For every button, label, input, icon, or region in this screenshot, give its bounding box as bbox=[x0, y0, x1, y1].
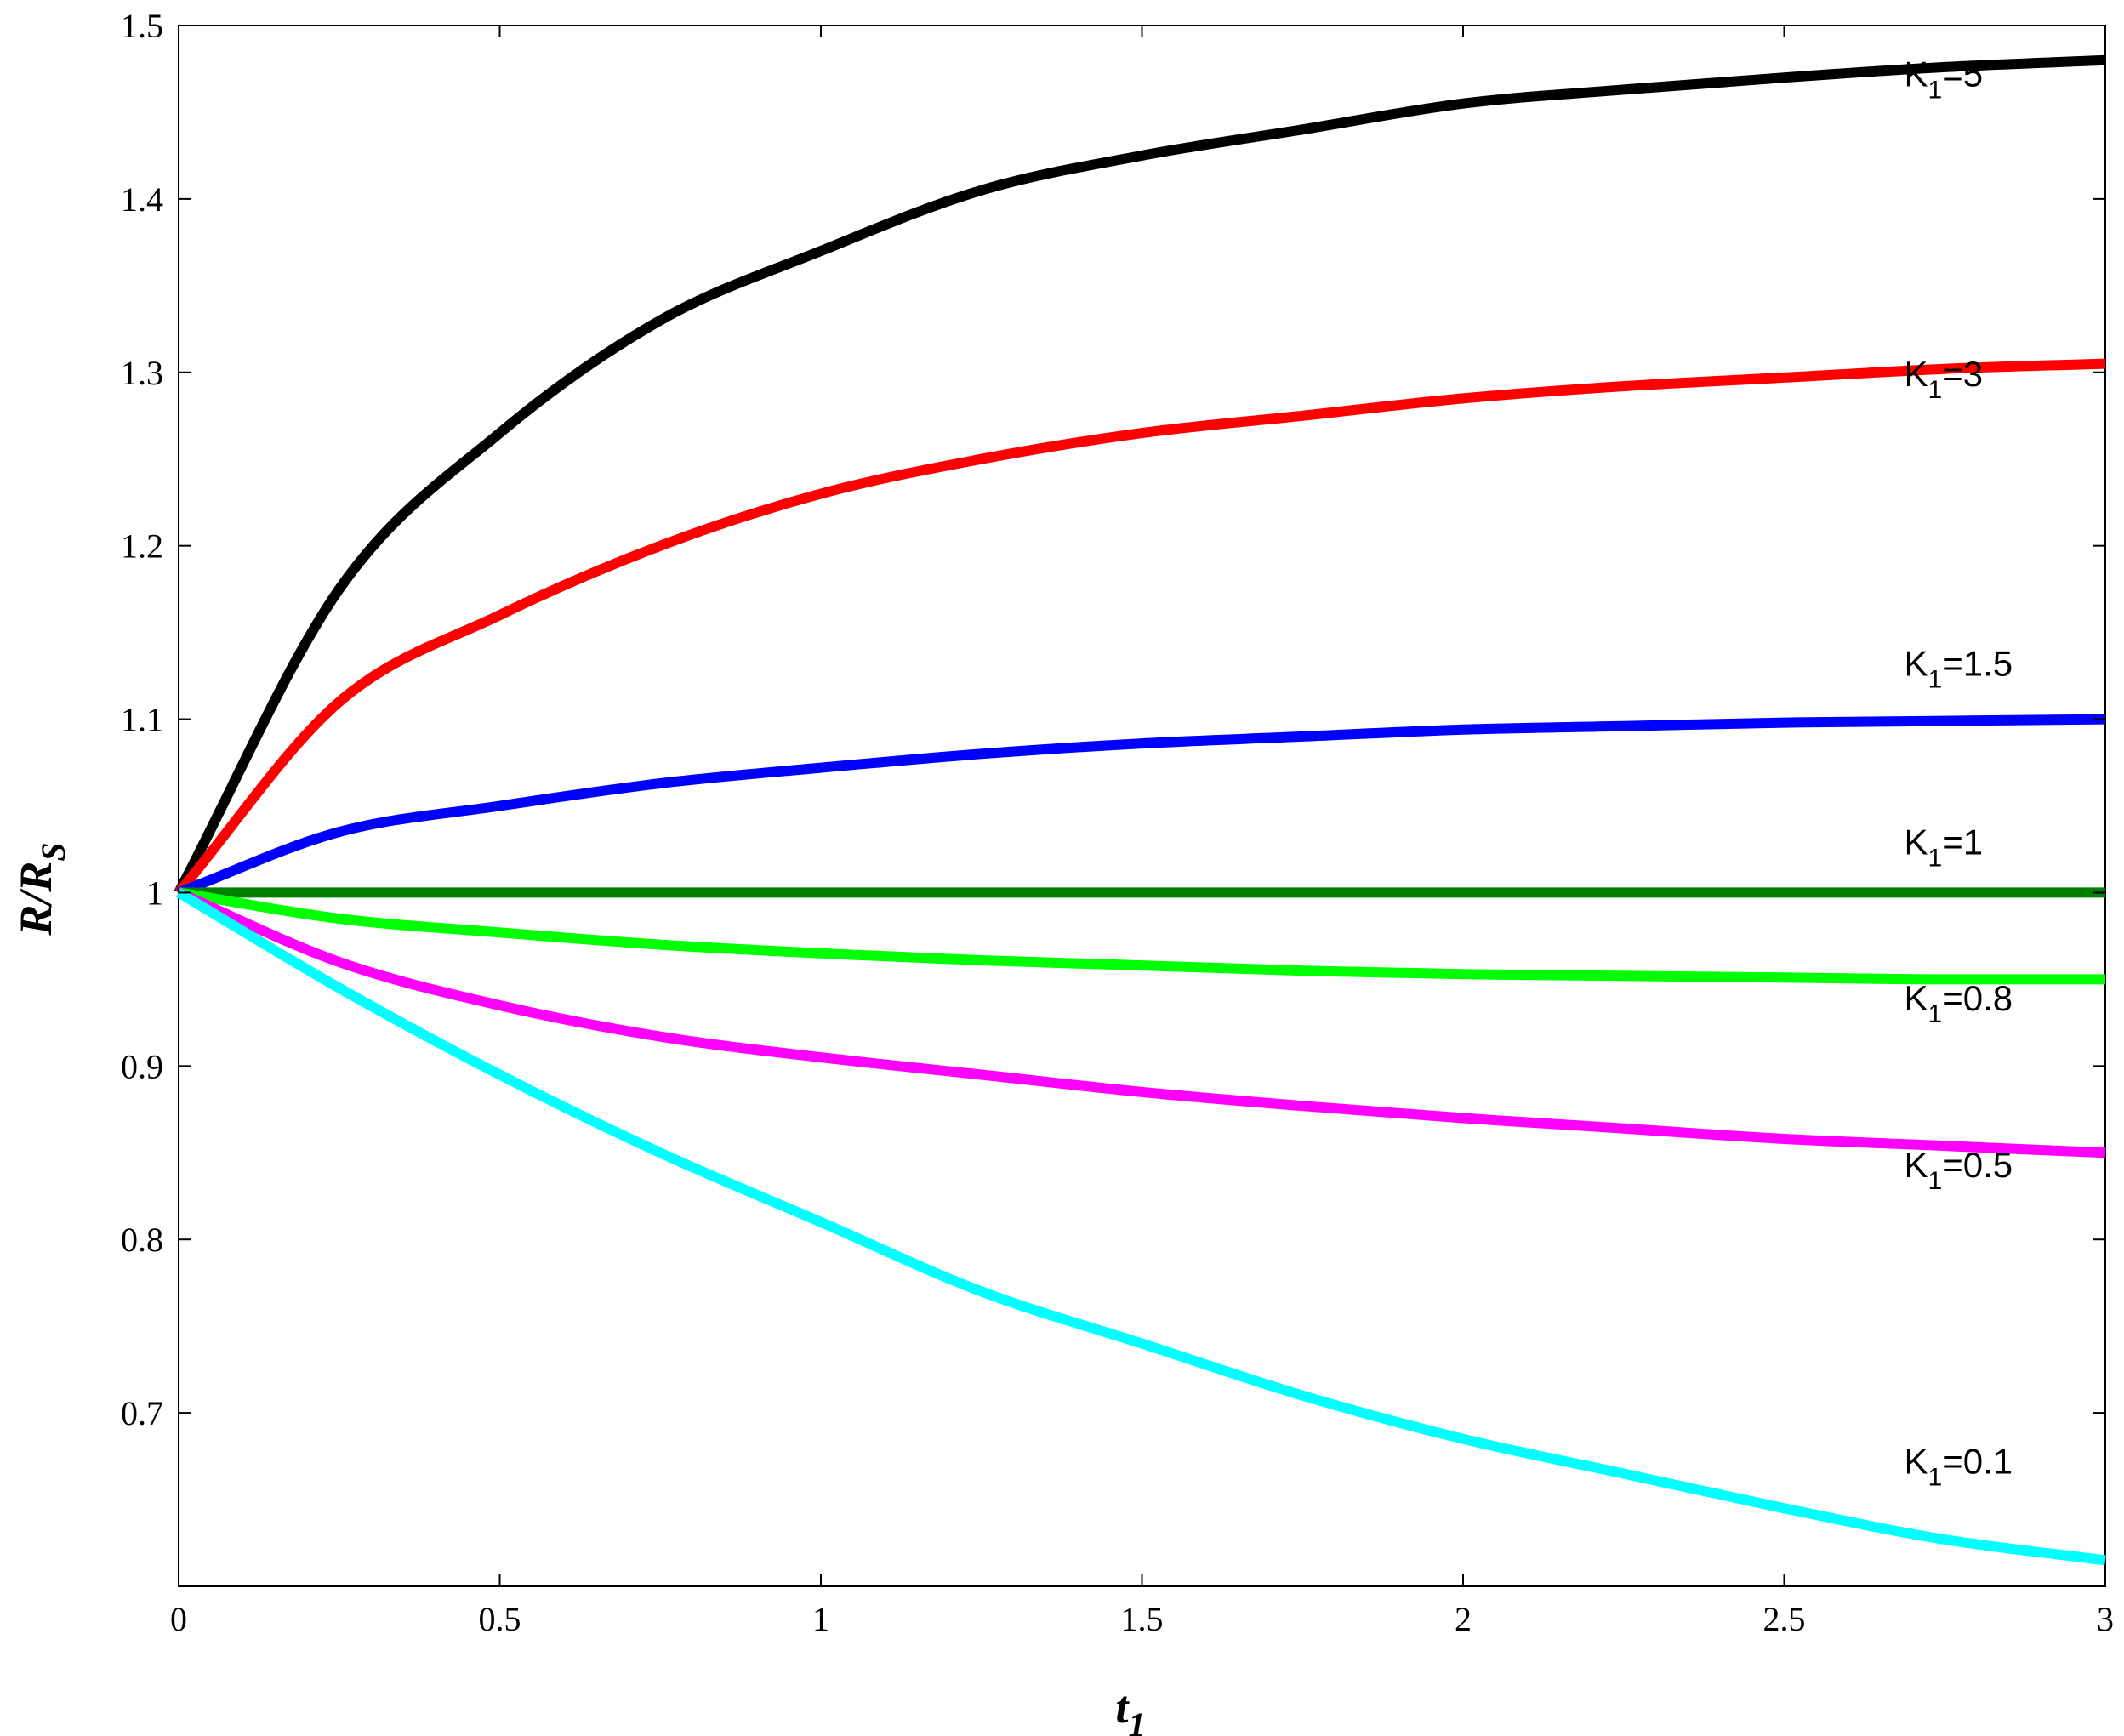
y-tick-label: 0.8 bbox=[121, 1221, 163, 1259]
x-tick-label: 0.5 bbox=[479, 1600, 521, 1638]
series-annotation-1: K1=3 bbox=[1905, 354, 1984, 404]
series-line-0 bbox=[174, 54, 2106, 896]
series-annotation-4: K1=0.8 bbox=[1905, 978, 2013, 1028]
series-annotation-2: K1=1.5 bbox=[1905, 644, 2013, 694]
y-tick-label: 0.9 bbox=[121, 1047, 163, 1085]
x-tick-label: 1 bbox=[812, 1600, 829, 1638]
series-annotation-0: K1=5 bbox=[1905, 54, 1984, 104]
series-line-1 bbox=[174, 358, 2106, 896]
series-line-6 bbox=[175, 888, 2106, 1566]
series-annotation-5: K1=0.5 bbox=[1905, 1145, 2013, 1195]
x-axis-label: t1 bbox=[1115, 1682, 1145, 1736]
x-tick-label: 2.5 bbox=[1763, 1600, 1806, 1638]
y-tick-label: 1.1 bbox=[121, 701, 163, 739]
series-annotation-3: K1=1 bbox=[1905, 822, 1984, 873]
annotation-layer: K1=5 K1=3 K1=1.5 K1=1 K1=0.8 K1=0.5 K1=0.1 bbox=[1905, 54, 2013, 1491]
y-tick-label: 1.3 bbox=[121, 354, 163, 392]
x-tick-label: 2 bbox=[1455, 1600, 1472, 1638]
x-tick-label: 3 bbox=[2097, 1600, 2114, 1638]
y-tick-label: 1.4 bbox=[121, 180, 163, 219]
series-layer bbox=[174, 54, 2106, 1566]
x-tick-label: 1.5 bbox=[1121, 1600, 1164, 1638]
series-annotation-6: K1=0.1 bbox=[1905, 1441, 2013, 1491]
y-tick-label: 0.7 bbox=[121, 1394, 163, 1432]
y-axis-label: R/RS bbox=[10, 842, 72, 936]
series-line-2 bbox=[176, 714, 2106, 898]
series-line-4 bbox=[178, 887, 2105, 985]
y-tick-label: 1.5 bbox=[121, 7, 163, 45]
ticks-layer: 0 0.5 1 1.5 2 2.5 3 0.7 0.8 0.9 1 1.1 1.2 1.3 1.4 1.5 bbox=[121, 7, 2114, 1638]
series-line-5 bbox=[176, 887, 2106, 1158]
y-tick-label: 1 bbox=[146, 874, 163, 912]
x-tick-label: 0 bbox=[170, 1600, 187, 1638]
y-tick-label: 1.2 bbox=[121, 527, 163, 566]
